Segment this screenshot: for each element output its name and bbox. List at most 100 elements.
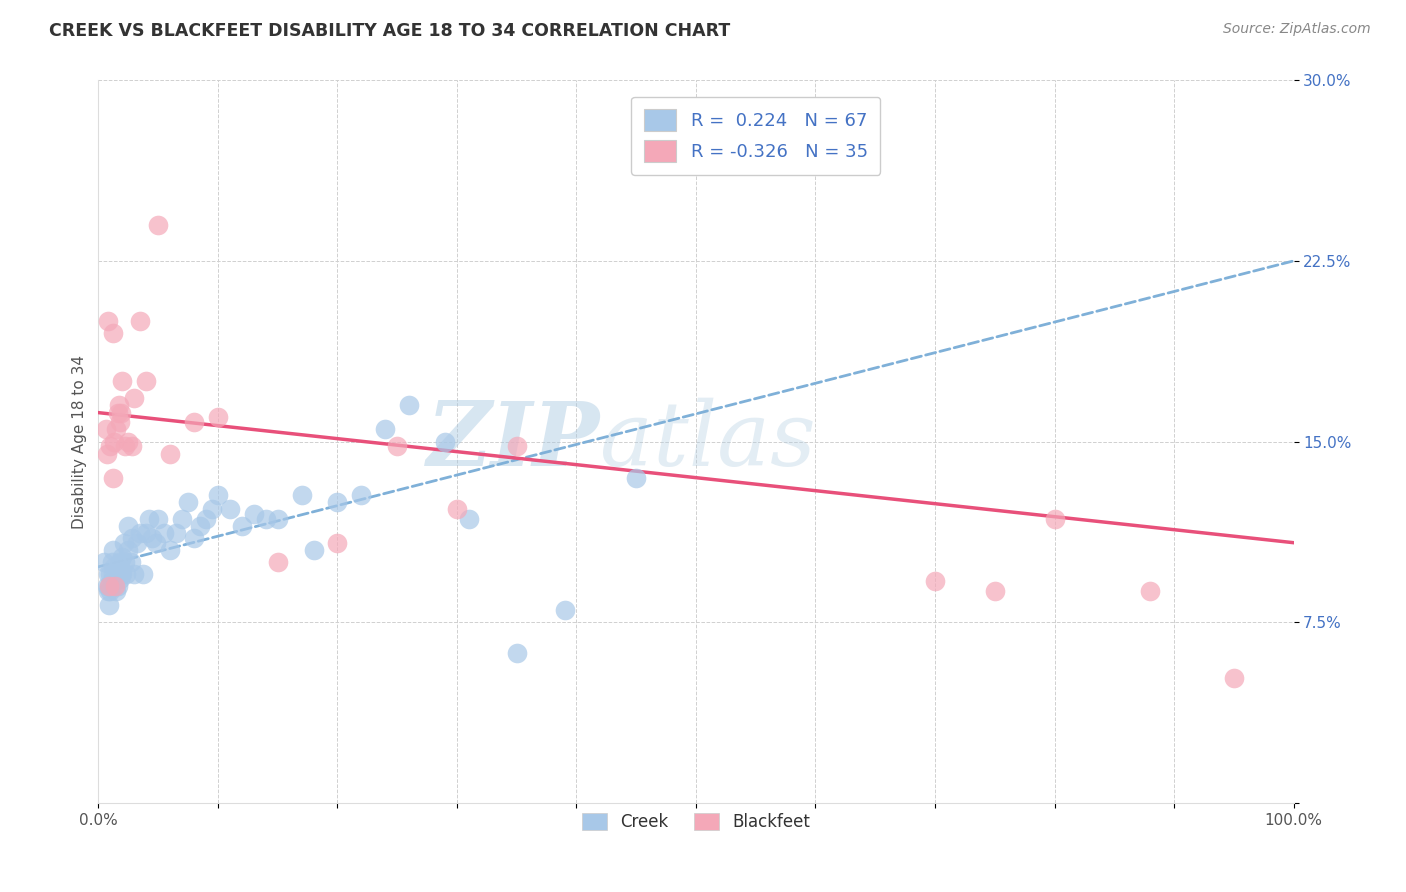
Point (554, 603, 576, 617)
Point (104, 579, 127, 593)
Point (105, 567, 128, 582)
Point (94, 422, 117, 436)
Y-axis label: Disability Age 18 to 34: Disability Age 18 to 34 (72, 354, 87, 529)
Point (117, 434, 139, 449)
Point (117, 518, 139, 533)
Point (385, 439, 409, 453)
Point (183, 415, 205, 429)
Point (1223, 671, 1246, 685)
Text: CREEK VS BLACKFEET DISABILITY AGE 18 TO 34 CORRELATION CHART: CREEK VS BLACKFEET DISABILITY AGE 18 TO … (49, 22, 731, 40)
Point (97, 583, 120, 598)
Point (326, 494, 349, 508)
Point (103, 572, 125, 586)
Point (302, 542, 325, 557)
Point (135, 526, 157, 541)
Text: Source: ZipAtlas.com: Source: ZipAtlas.com (1223, 22, 1371, 37)
Point (267, 511, 290, 525)
Point (135, 374, 157, 388)
Point (101, 567, 124, 582)
Point (124, 391, 146, 405)
Point (114, 555, 136, 569)
Point (98, 583, 122, 598)
Point (374, 422, 396, 436)
Point (108, 555, 131, 569)
Point (291, 487, 314, 501)
Point (172, 511, 194, 525)
Point (96, 579, 118, 593)
Text: ZIP: ZIP (427, 399, 600, 484)
Point (114, 439, 136, 453)
Point (100, 574, 122, 589)
Point (98, 439, 122, 453)
Point (110, 406, 132, 420)
Point (201, 502, 224, 516)
Point (1139, 583, 1161, 598)
Point (112, 535, 135, 549)
Point (103, 434, 125, 449)
Point (98, 567, 122, 582)
Point (350, 487, 373, 501)
Point (141, 531, 163, 545)
Point (129, 314, 152, 328)
Point (105, 422, 128, 436)
Point (124, 567, 146, 582)
Point (153, 526, 176, 541)
Point (148, 218, 170, 232)
Point (207, 410, 229, 425)
Point (93, 555, 115, 569)
Point (148, 511, 170, 525)
Point (97, 314, 120, 328)
Point (125, 535, 148, 549)
Point (506, 647, 529, 661)
Point (108, 572, 131, 586)
Point (121, 439, 143, 453)
Point (326, 535, 349, 549)
Point (231, 518, 253, 533)
Text: atlas: atlas (600, 398, 815, 485)
Point (159, 446, 181, 460)
Point (107, 579, 129, 593)
Point (117, 542, 139, 557)
Point (110, 567, 132, 582)
Point (101, 542, 124, 557)
Point (111, 374, 134, 388)
Point (100, 555, 122, 569)
Point (177, 494, 200, 508)
Point (107, 565, 129, 579)
Point (107, 559, 129, 574)
Point (183, 531, 205, 545)
Point (195, 511, 218, 525)
Point (107, 398, 129, 412)
Point (207, 487, 229, 501)
Point (506, 439, 529, 453)
Point (111, 550, 134, 565)
Point (98, 579, 121, 593)
Point (1043, 511, 1066, 525)
Point (267, 555, 290, 569)
Point (924, 574, 946, 589)
Point (120, 555, 142, 569)
Point (98, 599, 121, 613)
Point (131, 567, 153, 582)
Point (97, 567, 120, 582)
Point (111, 567, 134, 582)
Point (626, 470, 648, 484)
Point (129, 526, 152, 541)
Legend: Creek, Blackfeet: Creek, Blackfeet (575, 806, 817, 838)
Point (188, 518, 211, 533)
Point (984, 583, 1007, 598)
Point (101, 470, 124, 484)
Point (104, 574, 127, 589)
Point (446, 502, 468, 516)
Point (165, 526, 187, 541)
Point (254, 511, 277, 525)
Point (103, 559, 125, 574)
Point (96, 446, 118, 460)
Point (105, 583, 128, 598)
Point (138, 511, 160, 525)
Point (108, 415, 131, 429)
Point (458, 511, 481, 525)
Point (101, 326, 124, 340)
Point (121, 531, 143, 545)
Point (115, 567, 138, 582)
